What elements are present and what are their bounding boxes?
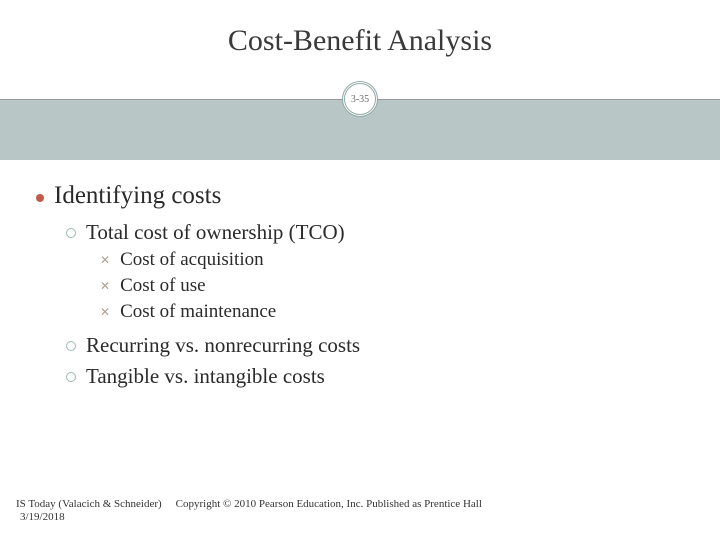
bullet-level2: Total cost of ownership (TCO): [66, 220, 684, 245]
x-icon: ✕: [100, 306, 110, 318]
bullet-level2: Tangible vs. intangible costs: [66, 364, 684, 389]
bullet-level3: ✕ Cost of acquisition: [100, 249, 684, 271]
slide-footer: IS Today (Valacich & Schneider) Copyrigh…: [0, 494, 720, 540]
bullet-level3: ✕ Cost of maintenance: [100, 301, 684, 323]
slide-number: 3-35: [342, 81, 378, 117]
bullet-text: Tangible vs. intangible costs: [86, 364, 325, 389]
circle-icon: [66, 341, 76, 351]
bullet-level1: Identifying costs: [36, 182, 684, 210]
footer-date: 3/19/2018: [20, 511, 704, 523]
bullet-text: Identifying costs: [54, 182, 221, 210]
x-icon: ✕: [100, 280, 110, 292]
slide-title: Cost-Benefit Analysis: [0, 0, 720, 58]
slide: Cost-Benefit Analysis 3-35 Identifying c…: [0, 0, 720, 540]
bullet-level2: Recurring vs. nonrecurring costs: [66, 333, 684, 358]
footer-source: IS Today (Valacich & Schneider): [16, 498, 162, 510]
slide-number-badge: 3-35: [342, 81, 378, 117]
content-area: Identifying costs Total cost of ownershi…: [0, 160, 720, 494]
circle-icon: [66, 228, 76, 238]
x-icon: ✕: [100, 254, 110, 266]
bullet-text: Cost of maintenance: [120, 301, 276, 323]
slide-header: Cost-Benefit Analysis 3-35: [0, 0, 720, 100]
bullet-text: Cost of use: [120, 275, 206, 297]
bullet-level3: ✕ Cost of use: [100, 275, 684, 297]
footer-copyright: Copyright © 2010 Pearson Education, Inc.…: [176, 498, 482, 510]
bullet-text: Total cost of ownership (TCO): [86, 220, 345, 245]
bullet-text: Recurring vs. nonrecurring costs: [86, 333, 360, 358]
disc-icon: [36, 194, 44, 202]
circle-icon: [66, 372, 76, 382]
bullet-text: Cost of acquisition: [120, 249, 264, 271]
